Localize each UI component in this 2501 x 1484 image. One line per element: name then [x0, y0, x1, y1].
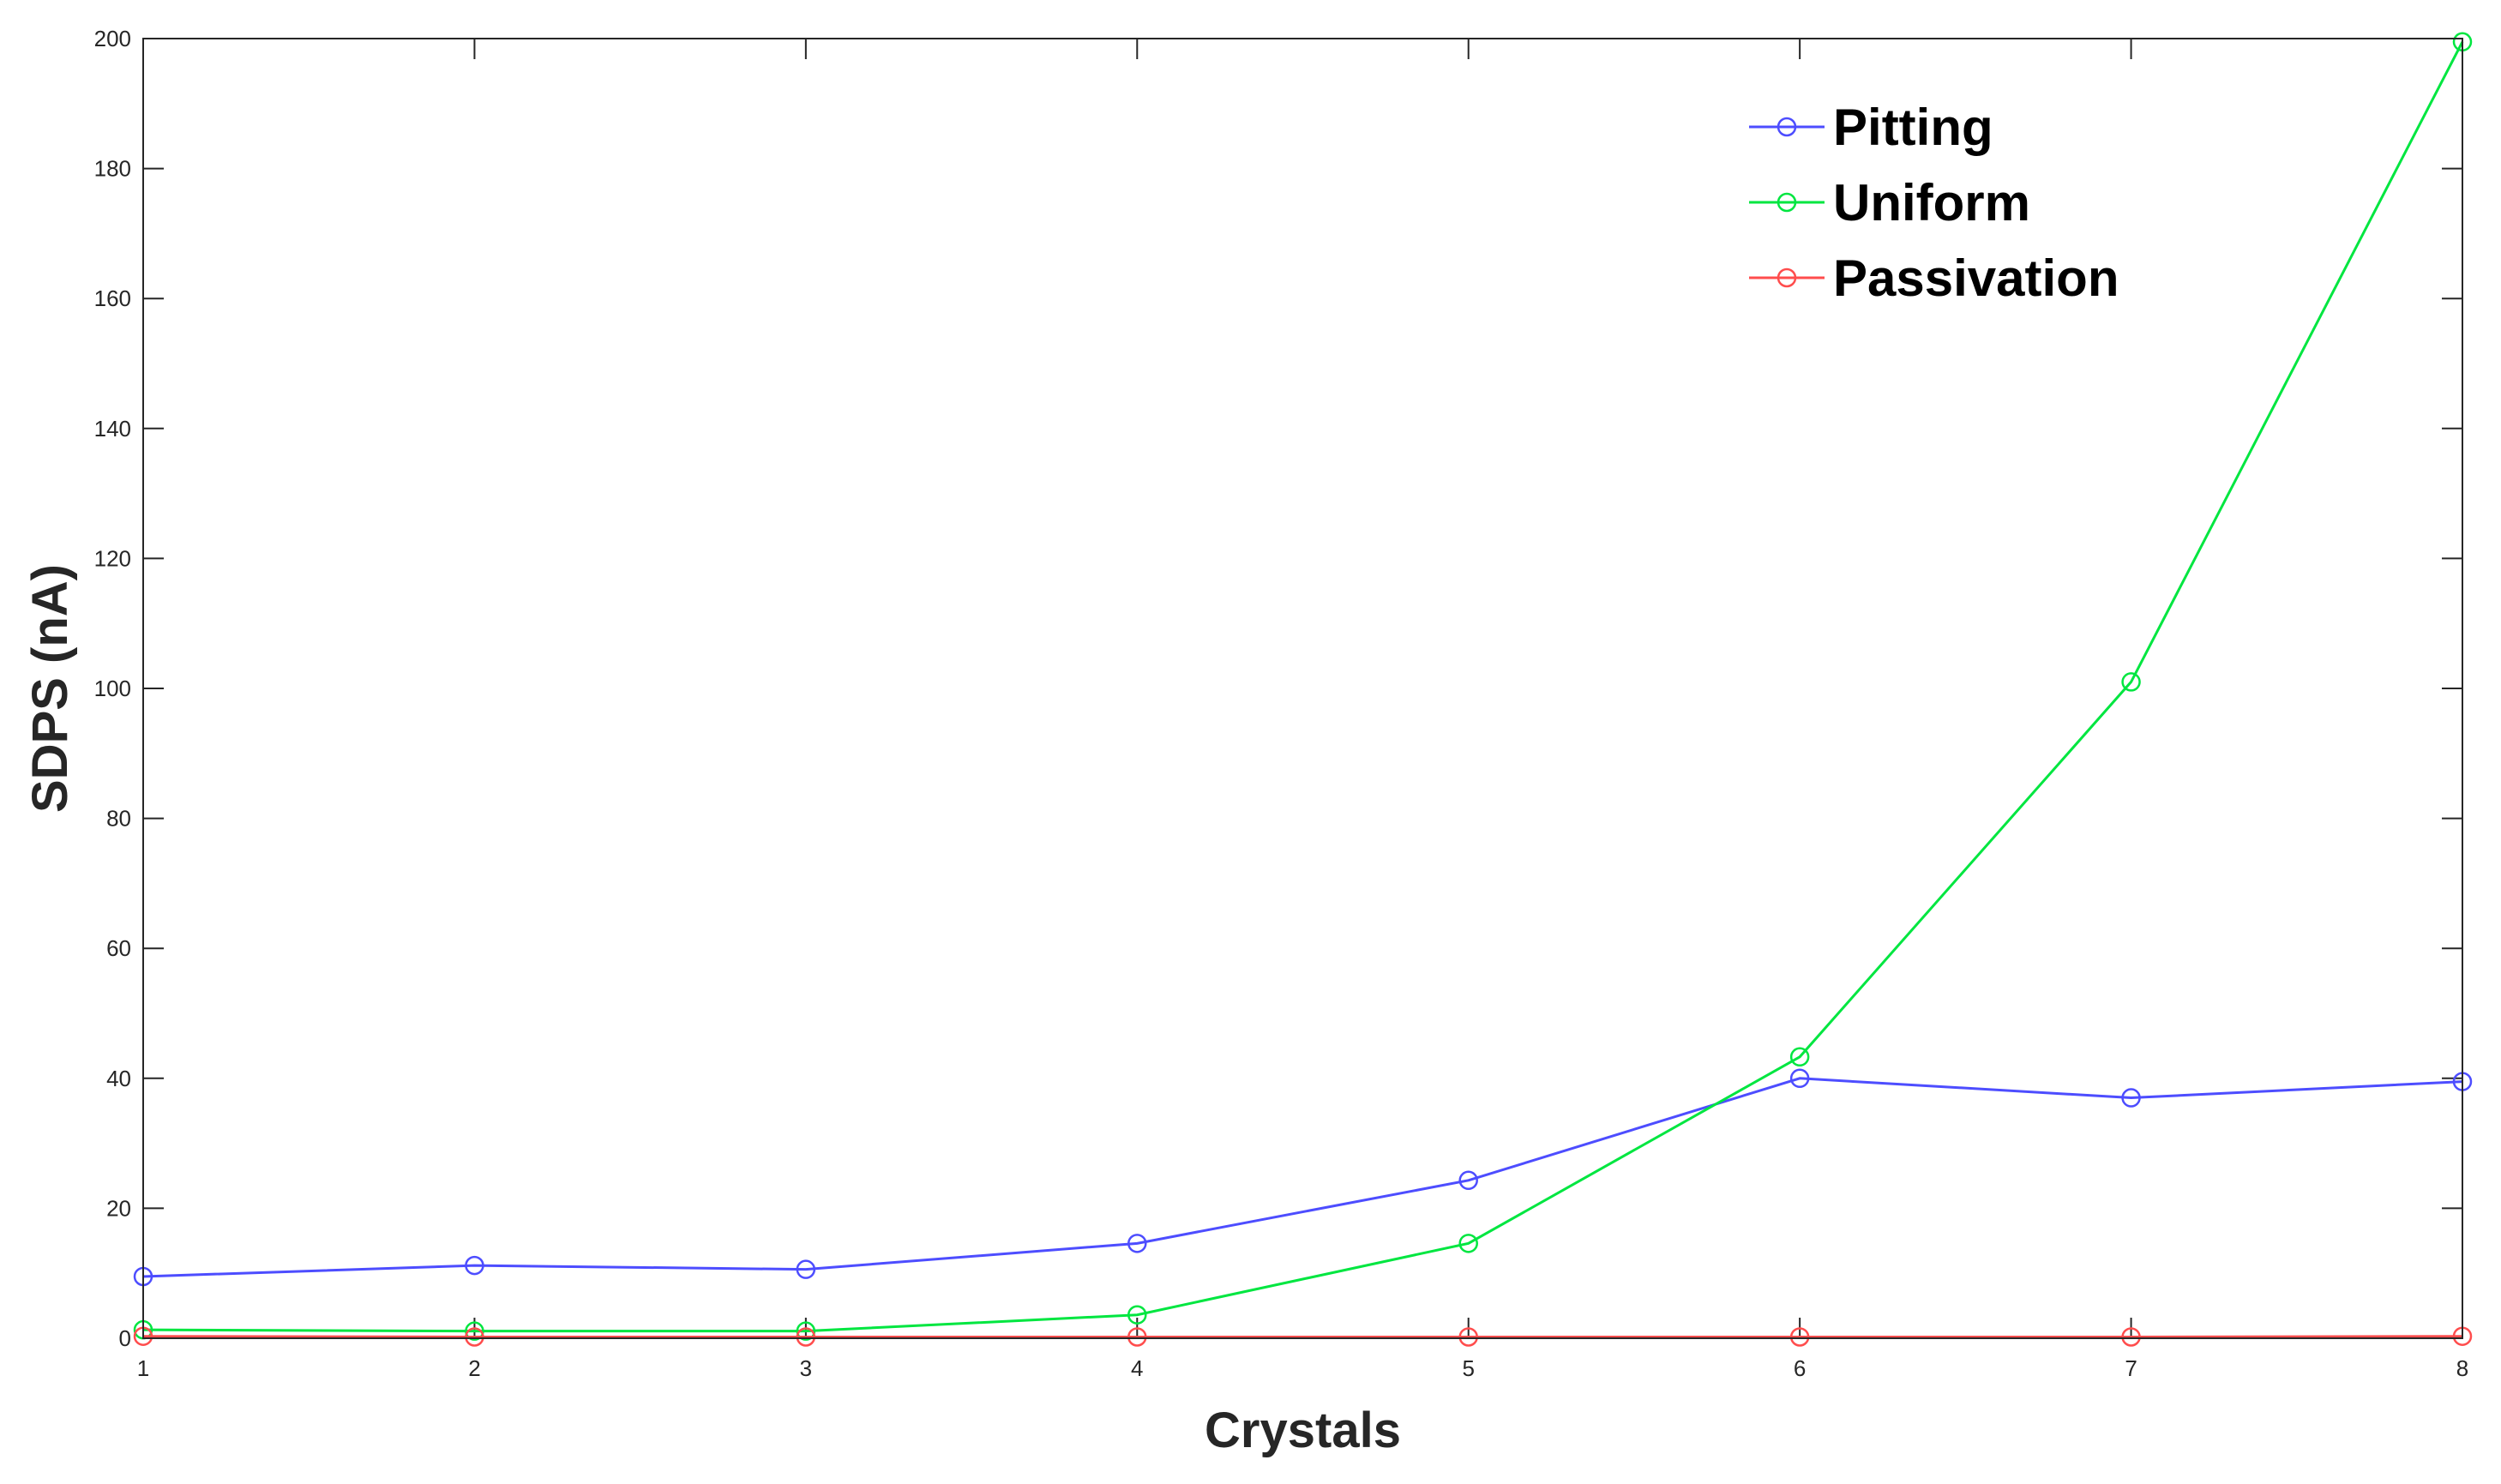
x-tick-label: 4 — [1131, 1355, 1143, 1381]
data-point-pitting — [1789, 1068, 1810, 1089]
data-point-uniform — [1789, 1047, 1810, 1067]
data-point-uniform — [1127, 1305, 1147, 1325]
data-point-passivation — [2121, 1327, 2141, 1347]
legend-item-pitting: Pitting — [1749, 99, 1993, 156]
x-tick-label: 7 — [2125, 1355, 2137, 1381]
data-point-passivation — [796, 1327, 816, 1347]
legend-label-pitting: Pitting — [1833, 99, 1993, 156]
legend-marker-passivation — [1777, 267, 1797, 288]
x-tick-label: 2 — [468, 1355, 480, 1381]
data-point-uniform — [2121, 672, 2141, 692]
legend-label-passivation: Passivation — [1833, 249, 2119, 307]
y-tick-label: 100 — [94, 676, 131, 701]
legend-item-passivation: Passivation — [1749, 249, 2119, 307]
x-tick-label: 6 — [1794, 1355, 1806, 1381]
data-point-pitting — [796, 1259, 816, 1279]
data-point-passivation — [1127, 1327, 1147, 1347]
y-tick-label: 140 — [94, 416, 131, 442]
data-point-pitting — [1458, 1170, 1478, 1191]
legend-marker-uniform — [1777, 192, 1797, 213]
y-tick-label: 60 — [106, 935, 131, 961]
y-tick-label: 200 — [94, 26, 131, 51]
y-tick-label: 20 — [106, 1195, 131, 1221]
series-line-uniform — [142, 41, 2464, 1333]
x-tick-label: 1 — [137, 1355, 149, 1381]
x-axis-title: Crystals — [1205, 1403, 1401, 1458]
series-group — [133, 32, 2473, 1347]
y-tick-label: 160 — [94, 285, 131, 311]
plot-area — [143, 39, 2462, 1338]
data-point-passivation — [1789, 1327, 1810, 1347]
plot-frame — [142, 38, 2463, 1339]
y-tick-label: 40 — [106, 1066, 131, 1091]
legend-label-uniform: Uniform — [1833, 174, 2030, 231]
data-point-passivation — [1458, 1327, 1478, 1347]
data-point-pitting — [1127, 1234, 1147, 1253]
data-point-pitting — [465, 1255, 484, 1276]
x-tick-label: 3 — [800, 1355, 812, 1381]
data-point-uniform — [796, 1321, 816, 1341]
y-tick-label: 120 — [94, 545, 131, 571]
y-tick-label: 180 — [94, 156, 131, 182]
legend-marker-pitting — [1777, 117, 1797, 137]
data-point-passivation — [465, 1327, 484, 1347]
data-point-pitting — [2121, 1088, 2141, 1108]
data-point-uniform — [1458, 1234, 1478, 1253]
y-tick-label: 80 — [106, 806, 131, 832]
legend-item-uniform: Uniform — [1749, 174, 2030, 231]
legend: Pitting Uniform Passivation — [1749, 99, 2119, 307]
series-line-pitting — [142, 1077, 2463, 1278]
y-axis-title: SDPS (nA) — [22, 564, 78, 813]
x-tick-label: 8 — [2456, 1355, 2468, 1381]
y-tick-label: 0 — [119, 1325, 131, 1351]
data-point-uniform — [465, 1321, 484, 1341]
x-tick-label: 5 — [1462, 1355, 1474, 1381]
